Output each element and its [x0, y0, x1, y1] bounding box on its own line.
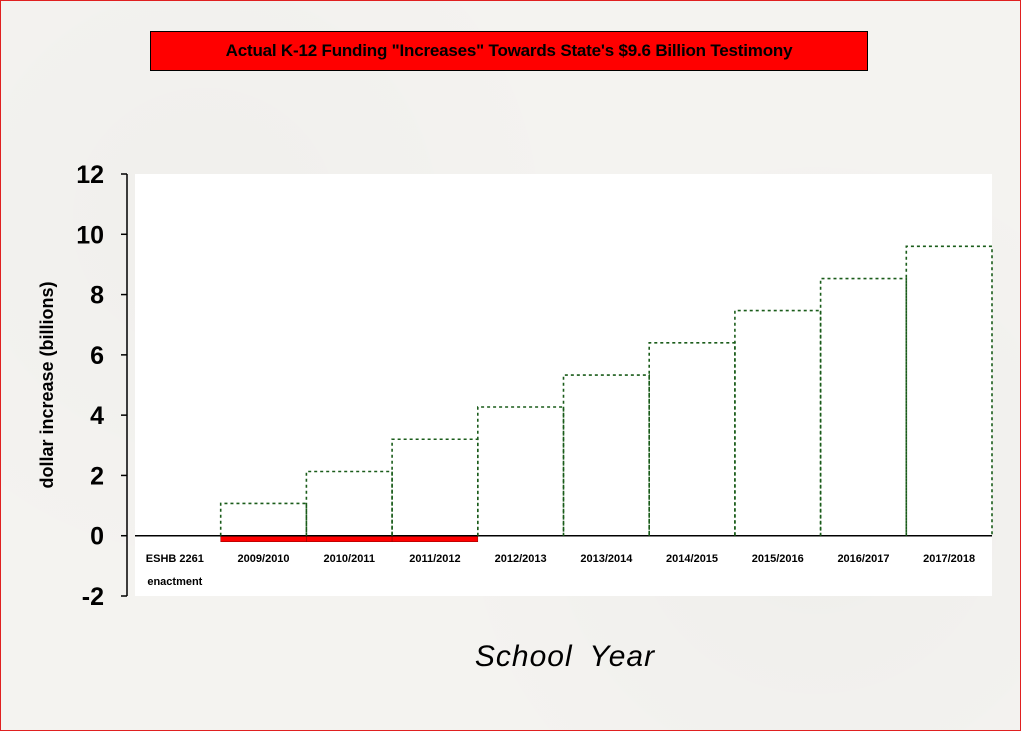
x-tick-label: 2013/2014 [580, 553, 633, 565]
y-tick-label: 8 [90, 282, 104, 310]
y-tick-label: 0 [90, 523, 104, 551]
y-tick-label: 12 [76, 161, 104, 189]
y-tick-label: 10 [76, 221, 104, 249]
dashed-bar [905, 245, 993, 536]
dashed-bar [477, 406, 565, 536]
x-tick-label: 2017/2018 [923, 553, 975, 565]
x-tick-label: 2014/2015 [666, 553, 718, 565]
x-tick-label: 2009/2010 [238, 553, 290, 565]
red-bar [391, 535, 479, 542]
x-tick-label: 2015/2016 [752, 553, 804, 565]
dashed-bar [648, 342, 736, 536]
x-tick-label: enactment [147, 576, 202, 588]
chart-title: Actual K-12 Funding "Increases" Towards … [150, 31, 868, 71]
y-tick-label: 4 [90, 402, 104, 430]
red-bar [220, 535, 307, 542]
x-tick-label: 2012/2013 [495, 553, 547, 565]
y-tick-label: 2 [90, 462, 104, 490]
x-tick-label: 2011/2012 [409, 553, 460, 565]
y-tick-label: 6 [90, 342, 104, 370]
y-tick-label: -2 [82, 583, 104, 611]
dashed-bar [219, 502, 308, 536]
x-axis-label: School Year [474, 640, 656, 673]
y-axis-label: dollar increase (billions) [37, 281, 57, 488]
x-tick-label: 2010/2011 [324, 553, 375, 565]
red-bar [306, 535, 393, 542]
dashed-bar [819, 277, 908, 536]
x-tick-label: ESHB 2261 [146, 553, 204, 565]
x-tick-label: 2016/2017 [837, 553, 889, 565]
